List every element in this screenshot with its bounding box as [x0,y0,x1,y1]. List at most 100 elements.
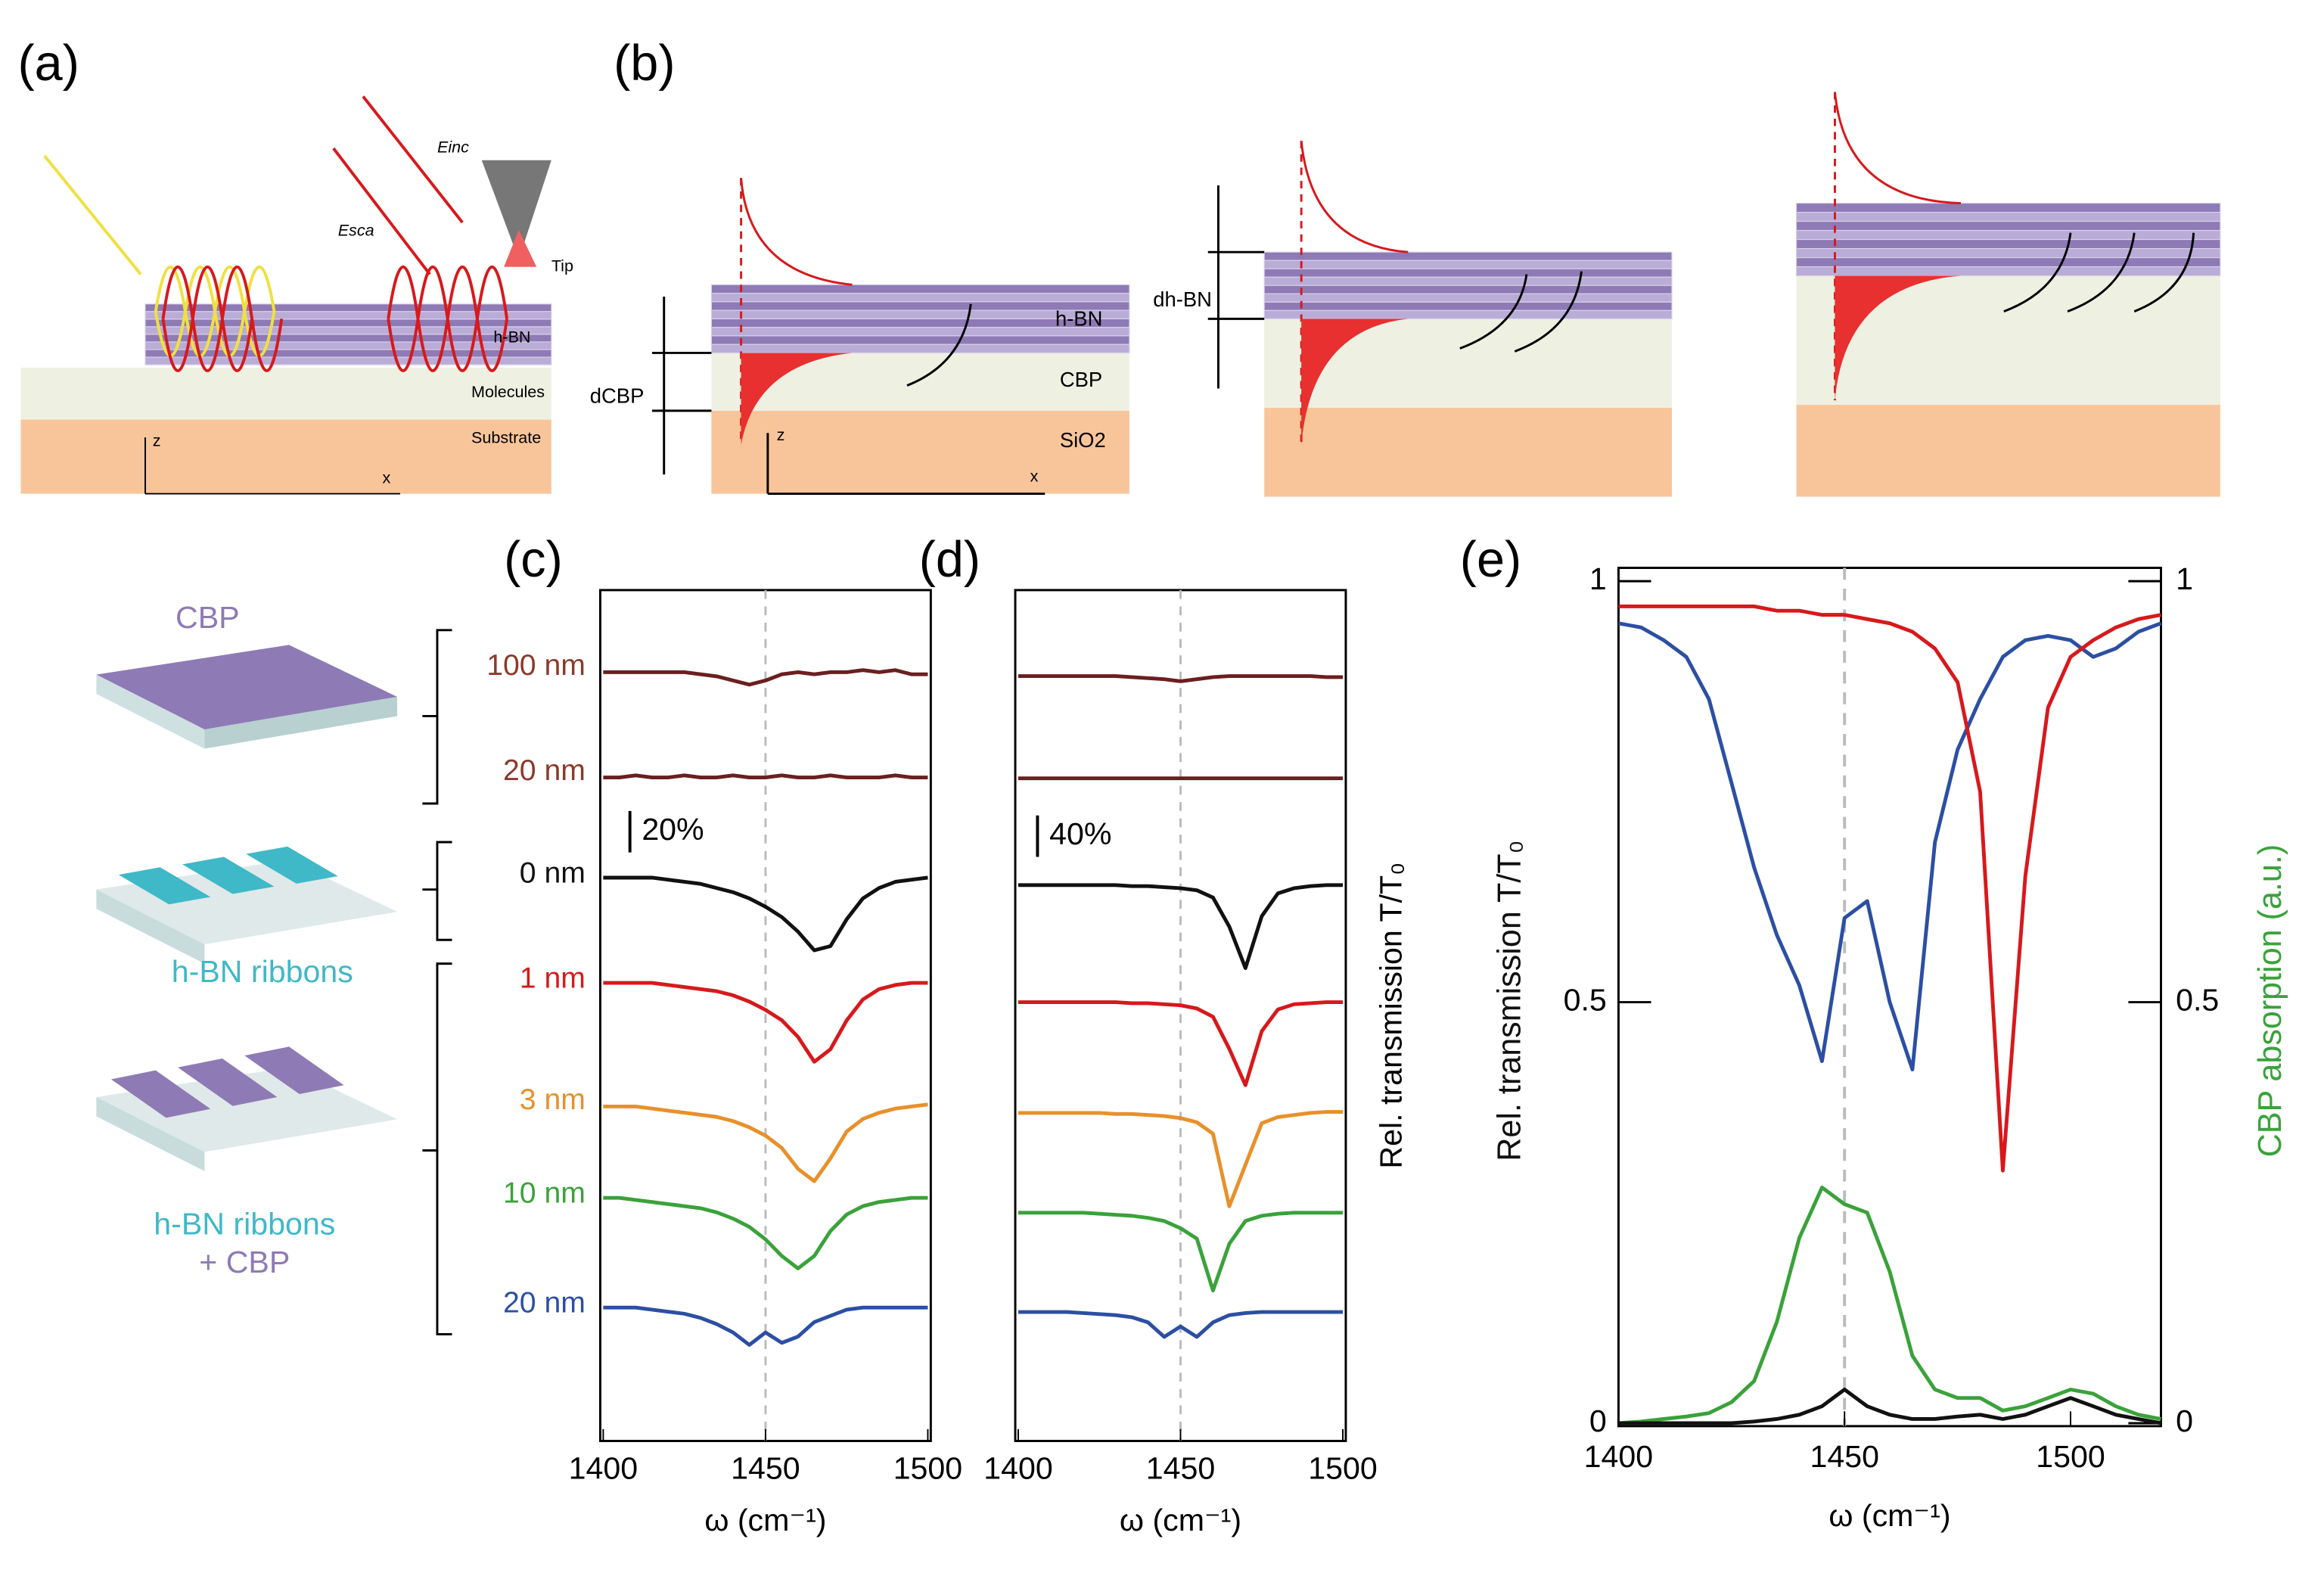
shape: CBP h-BN ribbons h-BN ribbons + CBP [154,600,353,1279]
shape [96,1096,205,1171]
incident-field [362,95,464,224]
sio2 [1264,407,1672,497]
shape [1514,271,1583,353]
x-tick-label: 1450 [1146,1451,1216,1486]
shape [740,178,853,286]
shape [96,645,398,730]
x-tick-label: 1400 [983,1451,1053,1486]
trace [1018,1310,1344,1339]
y2-tick-label: 0 [2176,1404,2193,1438]
label: SiO2 [1060,428,1106,452]
panel-label: (e) [1460,532,1521,588]
hbn-layer [1263,309,1673,319]
scale-bar-label: 20% [642,812,704,847]
hbn-layer [144,326,552,335]
x-tick-label: 1450 [731,1451,800,1486]
hbn-layer [1795,256,2221,268]
hbn-layer [1795,229,2221,241]
substrate [20,419,551,494]
hbn-layer [144,303,552,312]
x-tick-label: 1500 [893,1451,963,1486]
trace [603,1305,928,1347]
trace [1617,621,2162,1071]
x-tick-label: 1500 [2036,1439,2105,1474]
trace [603,1195,928,1270]
hbn-layer [710,335,1130,345]
x-tick-label: 1400 [569,1451,638,1486]
shape [178,1059,278,1106]
label: Molecules [471,382,545,401]
tip [481,160,551,260]
hbn-layer [1263,276,1673,286]
hbn-layer [1795,266,2221,277]
sio2 [711,410,1129,494]
label: h-BN [493,328,530,347]
wave [387,266,508,372]
shape [96,674,205,749]
trace [1618,1388,2161,1425]
x-tick-label: 1500 [1308,1451,1378,1486]
hbn-layer [710,292,1130,303]
x-axis-label: ω (cm⁻¹) [704,1503,826,1537]
trace [1018,1110,1344,1208]
label: h-BN ribbons [154,1206,335,1241]
y2-tick-label: 1 [2176,561,2193,596]
x-tick-label: 1450 [1810,1439,1879,1474]
trace-label: 100 nm [486,649,586,682]
trace-label: 10 nm [503,1177,586,1210]
trace [1018,674,1344,683]
trace [1618,605,2161,1173]
label: Tip [551,256,573,275]
scattered-beam [332,147,431,275]
hbn-layer [144,356,552,365]
hbn-layer [1795,238,2221,250]
hbn-layer [1263,284,1673,294]
panel-label: (c) [504,532,563,588]
hbn-layer [1263,268,1673,278]
trace [1618,1186,2161,1425]
trace [603,1102,928,1183]
sio2 [1796,405,2220,497]
diagram-b: h-BN CBP SiO2 dCBP dh-BN z x [590,92,2221,497]
wave [161,266,284,372]
shape [741,353,853,445]
shape [1459,274,1528,350]
tip-glow [504,229,537,267]
label: dh-BN [1153,288,1212,311]
y-tick-label: 0 [1589,1404,1607,1438]
panel-label: (b) [614,36,675,92]
label: CBP [176,600,240,635]
label: dCBP [590,384,645,407]
field-profiles [740,92,1962,445]
wave [154,265,276,358]
trace [603,668,928,687]
shape [2003,232,2072,312]
shape [2067,232,2136,312]
shape [246,846,338,884]
label: z [153,431,161,450]
trace [1018,1211,1344,1293]
trace [1018,883,1344,970]
hbn-layer [1795,202,2221,213]
charts: 1400 1450 1500 ω (cm⁻¹) 20% 100 nm 20 nm 0 nm 1 … [486,561,2288,1537]
hbn-layer [144,334,552,343]
shape [110,1070,211,1118]
brackets [422,629,452,1335]
shape [1834,92,1962,205]
trace-label: 20 nm [503,1287,586,1320]
label: Esca [338,220,374,239]
trace-label: 1 nm [520,962,586,995]
shape: h-BN CBP SiO2 dCBP dh-BN z x [590,288,1212,486]
hbn-layer [1263,301,1673,311]
shape [906,303,972,387]
hbn-layer [144,311,552,320]
x-axis-label: ω (cm⁻¹) [1828,1498,1950,1533]
panel-label: (d) [919,532,980,588]
shape [422,962,452,1335]
label: x [1030,467,1039,486]
shape [204,696,398,749]
trace [1018,1000,1344,1087]
shape: Einc Esca Tip h-BN Molecules Substrate z… [153,138,573,487]
